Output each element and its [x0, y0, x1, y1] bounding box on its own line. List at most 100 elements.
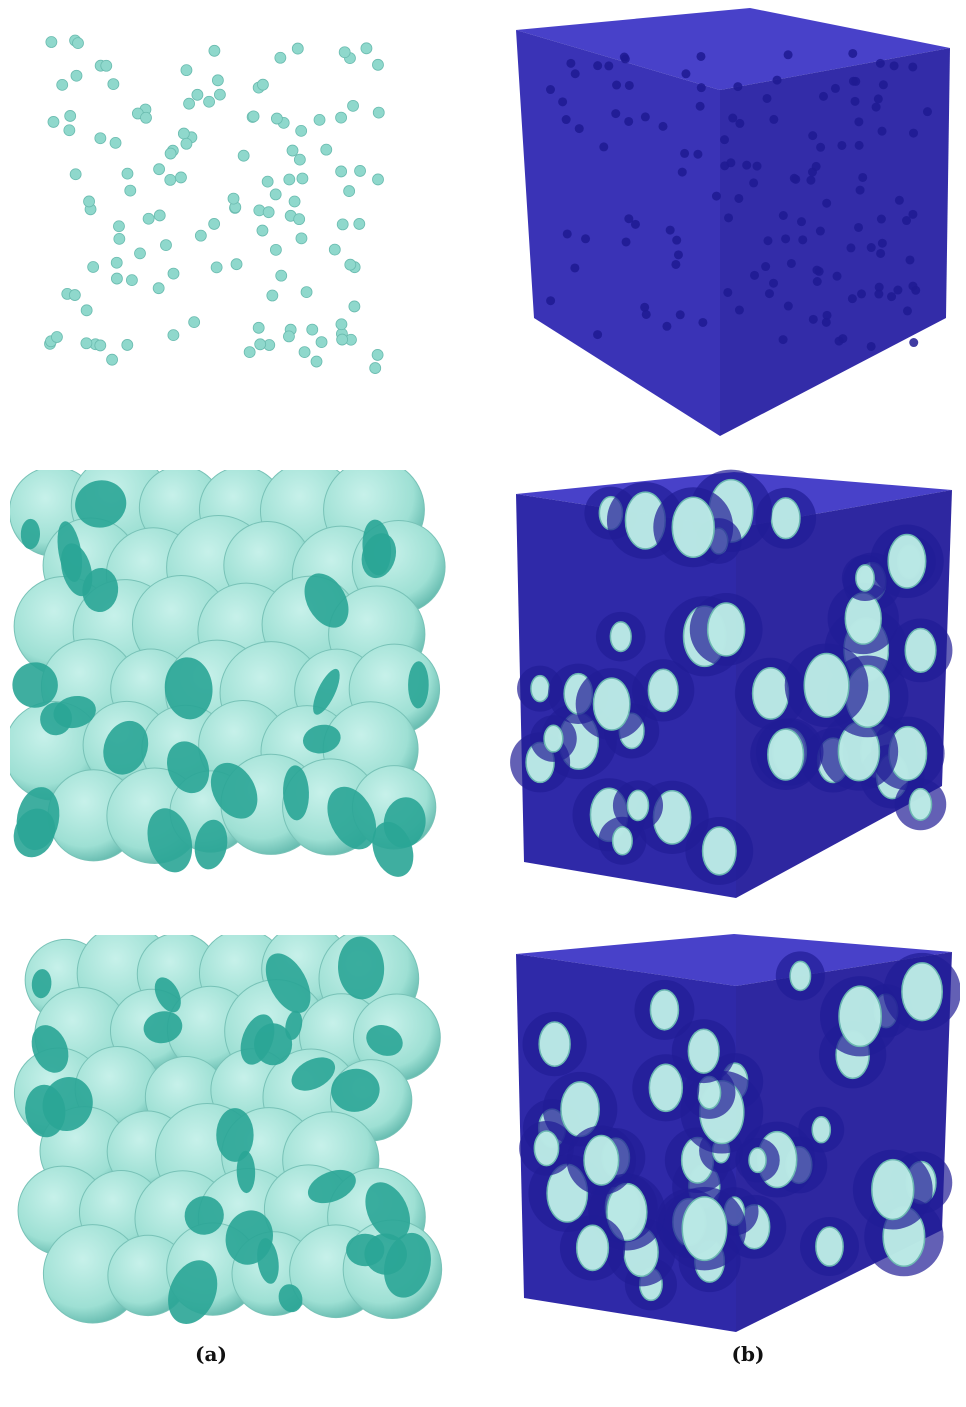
cut-face — [143, 1011, 183, 1044]
cut-face — [327, 786, 377, 850]
seed-sphere — [298, 346, 311, 359]
seed-sphere — [153, 209, 166, 222]
cut-face — [75, 480, 127, 528]
seed-sphere — [335, 165, 348, 178]
seed-sphere — [270, 112, 283, 125]
seed-sphere — [902, 216, 912, 226]
cut-face — [365, 1182, 411, 1241]
seed-sphere — [909, 128, 919, 138]
seed-sphere — [210, 261, 223, 274]
seed-sphere — [871, 102, 881, 112]
seed-sphere — [56, 78, 69, 91]
seed-sphere — [808, 314, 818, 324]
foam-hole — [533, 1130, 560, 1167]
seed-sphere — [140, 111, 152, 124]
seed-sphere — [47, 116, 60, 128]
seed-sphere — [191, 88, 204, 101]
seed-sphere — [624, 80, 634, 90]
seed-sphere — [778, 335, 788, 345]
seed-sphere — [728, 113, 738, 123]
seed-sphere — [893, 285, 903, 295]
seed-sphere — [109, 136, 122, 149]
seed-sphere — [822, 198, 832, 208]
foam-hole — [626, 789, 650, 822]
seed-sphere — [763, 236, 773, 246]
cut-face — [283, 765, 309, 821]
seed-sphere — [889, 61, 899, 71]
seed-sphere — [94, 132, 107, 145]
seed-sphere — [175, 171, 187, 184]
seed-sphere — [908, 62, 918, 72]
seed-sphere — [857, 289, 867, 299]
foam-cells — [10, 470, 446, 877]
foam-hole — [592, 677, 631, 731]
foam-hole — [767, 728, 805, 781]
foam-hole — [701, 826, 737, 876]
cube-right-face — [720, 48, 950, 436]
seed-sphere — [675, 310, 685, 320]
seed-sphere — [847, 294, 857, 304]
foam-cells — [13, 935, 443, 1324]
seed-sphere — [850, 96, 860, 106]
seed-sphere — [783, 50, 793, 60]
seed-sphere — [167, 329, 180, 342]
foam-hole — [543, 724, 564, 753]
seed-sphere — [288, 195, 301, 208]
seed-sphere — [834, 336, 844, 346]
seed-sphere — [106, 353, 118, 366]
foam-hole — [904, 627, 937, 673]
seed-sphere — [269, 243, 282, 256]
seed-sphere — [781, 234, 791, 244]
seed-sphere — [243, 346, 256, 358]
seed-sphere — [320, 143, 333, 156]
seed-sphere — [611, 109, 621, 119]
seed-sphere — [761, 262, 771, 272]
cut-face — [313, 668, 340, 715]
seed-sphere — [562, 229, 572, 239]
seed-sphere — [681, 69, 691, 79]
seed-sphere — [769, 114, 779, 124]
cut-face — [82, 567, 119, 613]
cut-face — [331, 1068, 380, 1112]
seed-sphere — [328, 243, 341, 256]
cut-face — [364, 1233, 407, 1275]
seed-sphere — [208, 218, 221, 230]
seed-sphere — [658, 121, 668, 131]
seed-sphere — [818, 91, 828, 101]
seed-sphere — [344, 258, 357, 271]
seed-sphere — [874, 282, 884, 292]
seed-sphere — [677, 167, 687, 177]
foam-hole — [887, 533, 927, 589]
seed-sphere — [262, 206, 275, 219]
foam-hole — [871, 1158, 915, 1221]
seed-sphere — [671, 259, 681, 269]
cut-face — [168, 1260, 218, 1324]
seed-sphere — [734, 193, 744, 203]
seed-sphere — [641, 309, 651, 319]
foam-hole — [575, 1224, 610, 1272]
seed-sphere — [604, 61, 614, 71]
seed-sphere — [811, 161, 821, 171]
embedded-seed-spheres — [546, 48, 932, 351]
seed-sphere — [214, 88, 226, 101]
foam-hole — [908, 787, 933, 821]
seed-sphere — [63, 124, 76, 137]
seed-sphere — [854, 140, 864, 150]
seed-sphere — [905, 255, 915, 265]
seed-sphere — [256, 224, 269, 237]
seed-sphere — [348, 300, 361, 313]
foam-holes — [519, 951, 960, 1311]
seed-sphere — [798, 235, 808, 245]
seed-sphere — [188, 316, 201, 329]
seed-sphere — [354, 165, 366, 177]
cut-face — [265, 953, 311, 1014]
cut-face — [257, 1238, 279, 1284]
cut-face — [361, 533, 397, 579]
foam-hole — [671, 496, 715, 558]
seed-sphere — [64, 110, 77, 122]
seed-sphere — [45, 36, 58, 48]
seed-sphere — [369, 362, 382, 374]
seed-sphere — [693, 149, 703, 159]
seed-sphere — [72, 37, 84, 50]
cut-face — [216, 1108, 254, 1162]
